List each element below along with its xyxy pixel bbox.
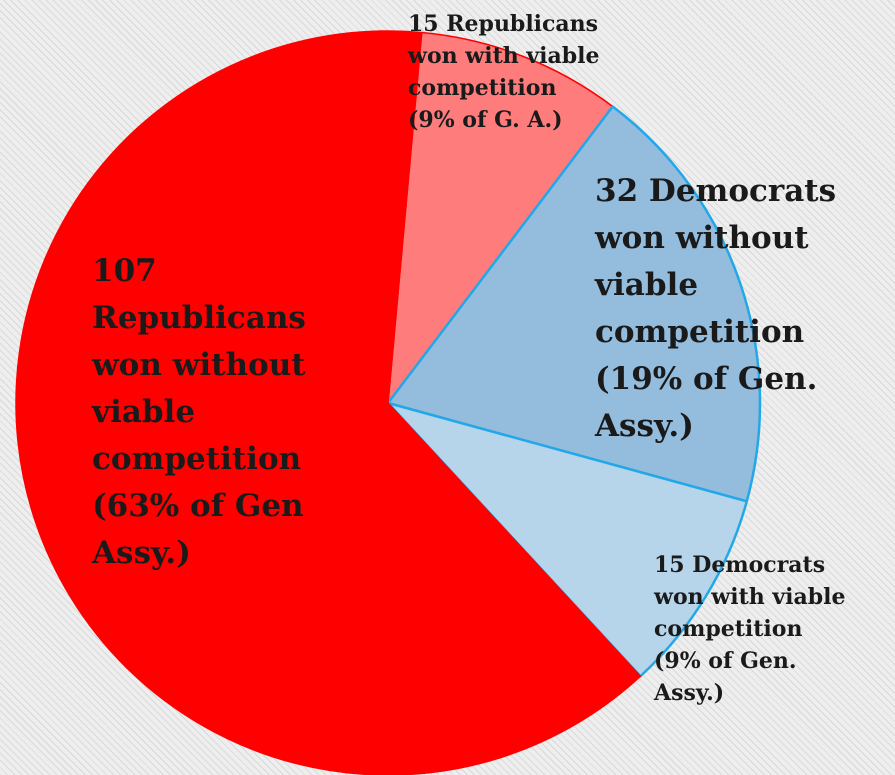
slice-label-republicans-without-competition: 107 Republicans won without viable compe… (92, 248, 352, 577)
slice-label-democrats-without-competition: 32 Democrats won without viable competit… (595, 168, 885, 450)
slice-label-republicans-with-competition: 15 Republicans won with viable competiti… (408, 8, 668, 136)
slice-label-democrats-with-competition: 15 Democrats won with viable competition… (654, 549, 894, 709)
